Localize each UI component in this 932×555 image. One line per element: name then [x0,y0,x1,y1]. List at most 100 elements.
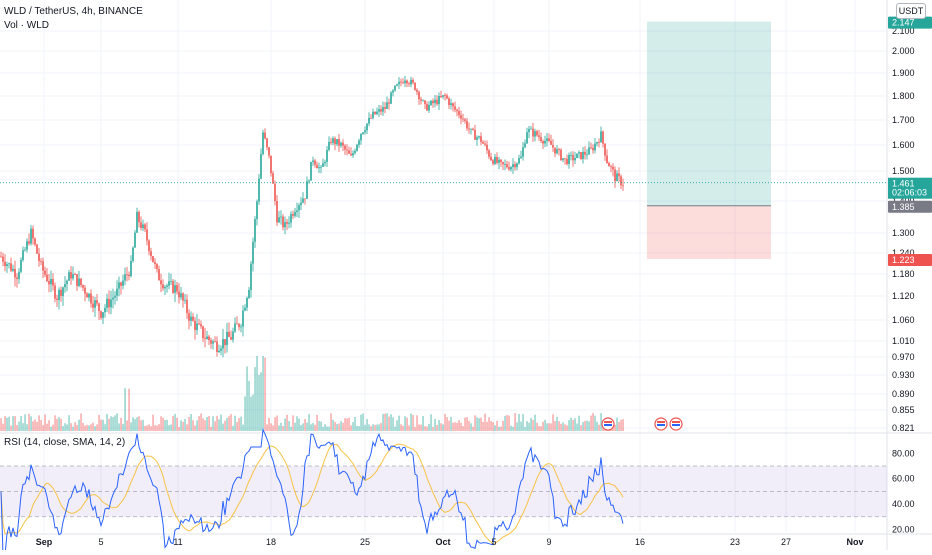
candle[interactable] [528,125,530,139]
candle[interactable] [92,295,94,313]
candle[interactable] [334,136,336,151]
candle[interactable] [488,148,490,160]
candle[interactable] [254,216,256,248]
candle[interactable] [8,262,10,269]
price-scale[interactable]: 2.1002.0001.9001.8001.7001.6001.5001.400… [888,16,932,433]
candle[interactable] [242,305,244,337]
candle[interactable] [222,329,224,358]
candle[interactable] [64,275,66,293]
candle[interactable] [2,252,4,267]
candle[interactable] [370,114,372,119]
candle[interactable] [0,251,2,258]
candle[interactable] [306,176,308,199]
candle[interactable] [156,263,158,273]
candle[interactable] [586,149,588,160]
candle[interactable] [394,85,396,92]
candle[interactable] [448,96,450,109]
candle[interactable] [346,144,348,156]
candle[interactable] [96,294,98,307]
candle[interactable] [452,102,454,112]
candle[interactable] [474,124,476,140]
candle[interactable] [296,202,298,217]
candle[interactable] [62,286,64,306]
candle[interactable] [302,192,304,204]
candle[interactable] [196,314,198,335]
candle[interactable] [40,258,42,266]
candle[interactable] [432,98,434,108]
candle[interactable] [176,281,178,295]
candle[interactable] [204,327,206,348]
candle[interactable] [550,134,552,146]
candle[interactable] [292,210,294,219]
candle[interactable] [282,214,284,231]
candle[interactable] [446,93,448,100]
candle[interactable] [128,271,130,281]
candle[interactable] [42,257,44,279]
candle[interactable] [366,123,368,134]
candle[interactable] [284,216,286,235]
candle[interactable] [186,294,188,319]
candle[interactable] [510,165,512,172]
candle[interactable] [530,125,532,130]
candle[interactable] [66,279,68,292]
candle[interactable] [568,152,570,169]
candle[interactable] [566,154,568,166]
candle[interactable] [76,273,78,291]
candle[interactable] [148,239,150,256]
candle[interactable] [208,334,210,346]
candle[interactable] [372,108,374,120]
candle[interactable] [84,285,86,302]
candle[interactable] [470,128,472,135]
candle[interactable] [456,108,458,117]
candles[interactable] [0,75,624,358]
candle[interactable] [230,330,232,341]
candle[interactable] [32,225,34,245]
candle[interactable] [536,129,538,137]
target-zone[interactable] [647,21,771,206]
candle[interactable] [604,143,606,161]
candle[interactable] [524,139,526,149]
candle[interactable] [422,99,424,102]
candle[interactable] [508,161,510,171]
candle[interactable] [440,90,442,99]
candle[interactable] [490,152,492,162]
candle[interactable] [198,318,200,326]
candle[interactable] [616,170,618,182]
candle[interactable] [534,128,536,142]
candle[interactable] [588,141,590,156]
candle[interactable] [18,268,20,284]
candle[interactable] [38,247,40,267]
economic-event-flag-icon[interactable] [669,417,683,431]
candle[interactable] [50,270,52,293]
candle[interactable] [596,141,598,147]
candle[interactable] [348,146,350,154]
candle[interactable] [234,317,236,334]
candle[interactable] [590,142,592,150]
candle[interactable] [220,345,222,356]
candle[interactable] [214,336,216,343]
candle[interactable] [54,282,56,303]
candle[interactable] [268,146,270,159]
candle[interactable] [4,254,6,272]
candle[interactable] [428,101,430,114]
candle[interactable] [114,291,116,305]
candle[interactable] [522,142,524,161]
candle[interactable] [78,270,80,288]
stop-zone[interactable] [647,205,771,259]
candle[interactable] [274,180,276,206]
candle[interactable] [542,139,544,150]
candle[interactable] [232,327,234,343]
candle[interactable] [24,246,26,252]
candle[interactable] [318,162,320,173]
candle[interactable] [414,82,416,91]
candle[interactable] [278,211,280,224]
candle[interactable] [14,260,16,287]
candle[interactable] [246,296,248,312]
candle[interactable] [356,143,358,152]
candle[interactable] [70,265,72,285]
candle[interactable] [184,293,186,304]
candle[interactable] [300,197,302,211]
candle[interactable] [98,302,100,320]
candle[interactable] [556,145,558,155]
candle[interactable] [584,146,586,160]
